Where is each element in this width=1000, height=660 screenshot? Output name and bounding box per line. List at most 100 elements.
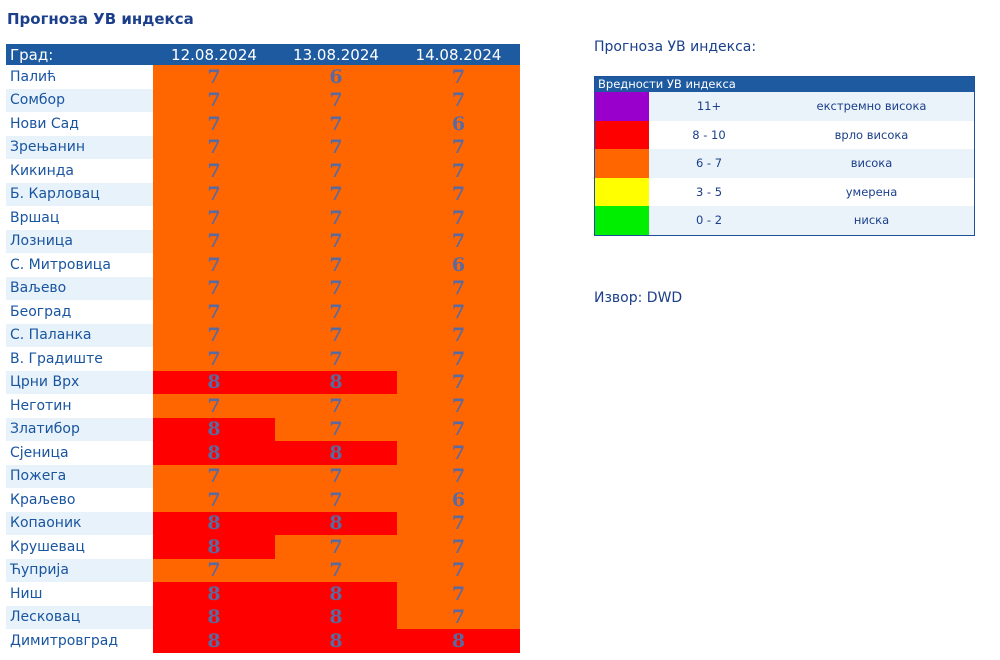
uv-value-cell: 7 [153, 229, 275, 253]
city-name: Ваљево [6, 276, 153, 300]
uv-value-cell: 7 [275, 347, 397, 371]
table-row: Зрењанин 7 7 7 [6, 135, 520, 159]
uv-value-cell: 6 [397, 488, 520, 512]
uv-value-cell: 7 [153, 300, 275, 324]
uv-value-cell: 7 [397, 88, 520, 112]
uv-value-cell: 8 [275, 629, 397, 653]
uv-value-cell: 7 [275, 535, 397, 559]
city-name: Зрењанин [6, 135, 153, 159]
city-name: Копаоник [6, 511, 153, 535]
uv-forecast-table: Град: 12.08.2024 13.08.2024 14.08.2024 П… [6, 44, 520, 653]
uv-value-cell: 7 [153, 135, 275, 159]
uv-value-cell: 7 [397, 135, 520, 159]
uv-value-cell: 8 [153, 605, 275, 629]
city-name: Пожега [6, 464, 153, 488]
date-column-header: 12.08.2024 [153, 44, 275, 65]
legend-row: 8 - 10 врло висока [595, 120, 974, 149]
city-name: Ћуприја [6, 558, 153, 582]
uv-value-cell: 8 [153, 629, 275, 653]
uv-value-cell: 7 [275, 394, 397, 418]
uv-value-cell: 7 [397, 159, 520, 183]
table-body: Палић 7 6 7 Сомбор 7 7 7 Нови Сад 7 7 6 Зрењанин 7 7 7 К… [6, 65, 520, 653]
city-name: Ниш [6, 582, 153, 606]
uv-value-cell: 7 [275, 323, 397, 347]
uv-value-cell: 7 [397, 441, 520, 465]
table-header-row: Град: 12.08.2024 13.08.2024 14.08.2024 [6, 44, 520, 65]
uv-value-cell: 7 [153, 276, 275, 300]
color-swatch [595, 149, 649, 178]
uv-value-cell: 8 [153, 582, 275, 606]
table-row: Вршац 7 7 7 [6, 206, 520, 230]
uv-value-cell: 7 [397, 558, 520, 582]
uv-value-cell: 7 [153, 464, 275, 488]
legend-label: висока [850, 156, 893, 171]
table-row: Б. Карловац 7 7 7 [6, 182, 520, 206]
city-name: Палић [6, 65, 153, 89]
legend-row: 6 - 7 висока [595, 149, 974, 178]
uv-value-cell: 7 [153, 206, 275, 230]
uv-value-cell: 7 [275, 488, 397, 512]
legend-row: 3 - 5 умерена [595, 177, 974, 206]
uv-value-cell: 7 [397, 229, 520, 253]
city-name: Златибор [6, 417, 153, 441]
legend-range: 3 - 5 [695, 184, 723, 199]
legend-label: умерена [845, 184, 898, 199]
color-swatch [595, 120, 649, 149]
uv-value-cell: 7 [275, 159, 397, 183]
legend-rows: 11+ екстремно висока 8 - 10 врло висока 6 - … [595, 92, 974, 235]
uv-value-cell: 7 [153, 347, 275, 371]
table-row: Сјеница 8 8 7 [6, 441, 520, 465]
uv-value-cell: 6 [397, 112, 520, 136]
uv-value-cell: 7 [275, 182, 397, 206]
uv-value-cell: 7 [397, 417, 520, 441]
uv-value-cell: 8 [153, 441, 275, 465]
uv-value-cell: 7 [397, 511, 520, 535]
legend-label: ниска [853, 213, 890, 228]
table-row: Крушевац 8 7 7 [6, 535, 520, 559]
table-row: Ниш 8 8 7 [6, 582, 520, 606]
uv-value-cell: 7 [153, 253, 275, 277]
uv-value-cell: 7 [153, 112, 275, 136]
uv-value-cell: 7 [397, 394, 520, 418]
uv-value-cell: 7 [153, 394, 275, 418]
table-row: С. Митровица 7 7 6 [6, 253, 520, 277]
table-row: Београд 7 7 7 [6, 300, 520, 324]
uv-value-cell: 7 [153, 159, 275, 183]
city-name: Лесковац [6, 605, 153, 629]
uv-value-cell: 7 [275, 229, 397, 253]
city-name: Сјеница [6, 441, 153, 465]
uv-value-cell: 7 [275, 135, 397, 159]
table-row: Краљево 7 7 6 [6, 488, 520, 512]
city-name: Лозница [6, 229, 153, 253]
uv-value-cell: 7 [397, 464, 520, 488]
uv-value-cell: 7 [153, 88, 275, 112]
uv-value-cell: 8 [153, 511, 275, 535]
uv-value-cell: 7 [397, 370, 520, 394]
uv-value-cell: 8 [153, 535, 275, 559]
legend-label: врло висока [834, 127, 909, 142]
color-swatch [595, 92, 649, 121]
uv-value-cell: 7 [153, 65, 275, 89]
uv-value-cell: 6 [397, 253, 520, 277]
table-row: Сомбор 7 7 7 [6, 88, 520, 112]
side-title: Прогноза УВ индекса: [594, 39, 757, 55]
uv-value-cell: 7 [397, 65, 520, 89]
uv-value-cell: 7 [397, 582, 520, 606]
uv-value-cell: 7 [275, 253, 397, 277]
city-name: Б. Карловац [6, 182, 153, 206]
uv-value-cell: 7 [275, 112, 397, 136]
legend-header: Вредности УВ индекса [595, 77, 974, 92]
uv-value-cell: 8 [275, 582, 397, 606]
city-name: Сомбор [6, 88, 153, 112]
table-row: Ћуприја 7 7 7 [6, 558, 520, 582]
uv-value-cell: 8 [397, 629, 520, 653]
uv-value-cell: 7 [397, 323, 520, 347]
uv-value-cell: 8 [153, 370, 275, 394]
table-row: Кикинда 7 7 7 [6, 159, 520, 183]
table-row: Ваљево 7 7 7 [6, 276, 520, 300]
uv-value-cell: 8 [275, 441, 397, 465]
uv-legend: Вредности УВ индекса 11+ екстремно висока… [594, 76, 975, 236]
city-name: Нови Сад [6, 112, 153, 136]
date-column-header: 13.08.2024 [275, 44, 397, 65]
city-name: Неготин [6, 394, 153, 418]
